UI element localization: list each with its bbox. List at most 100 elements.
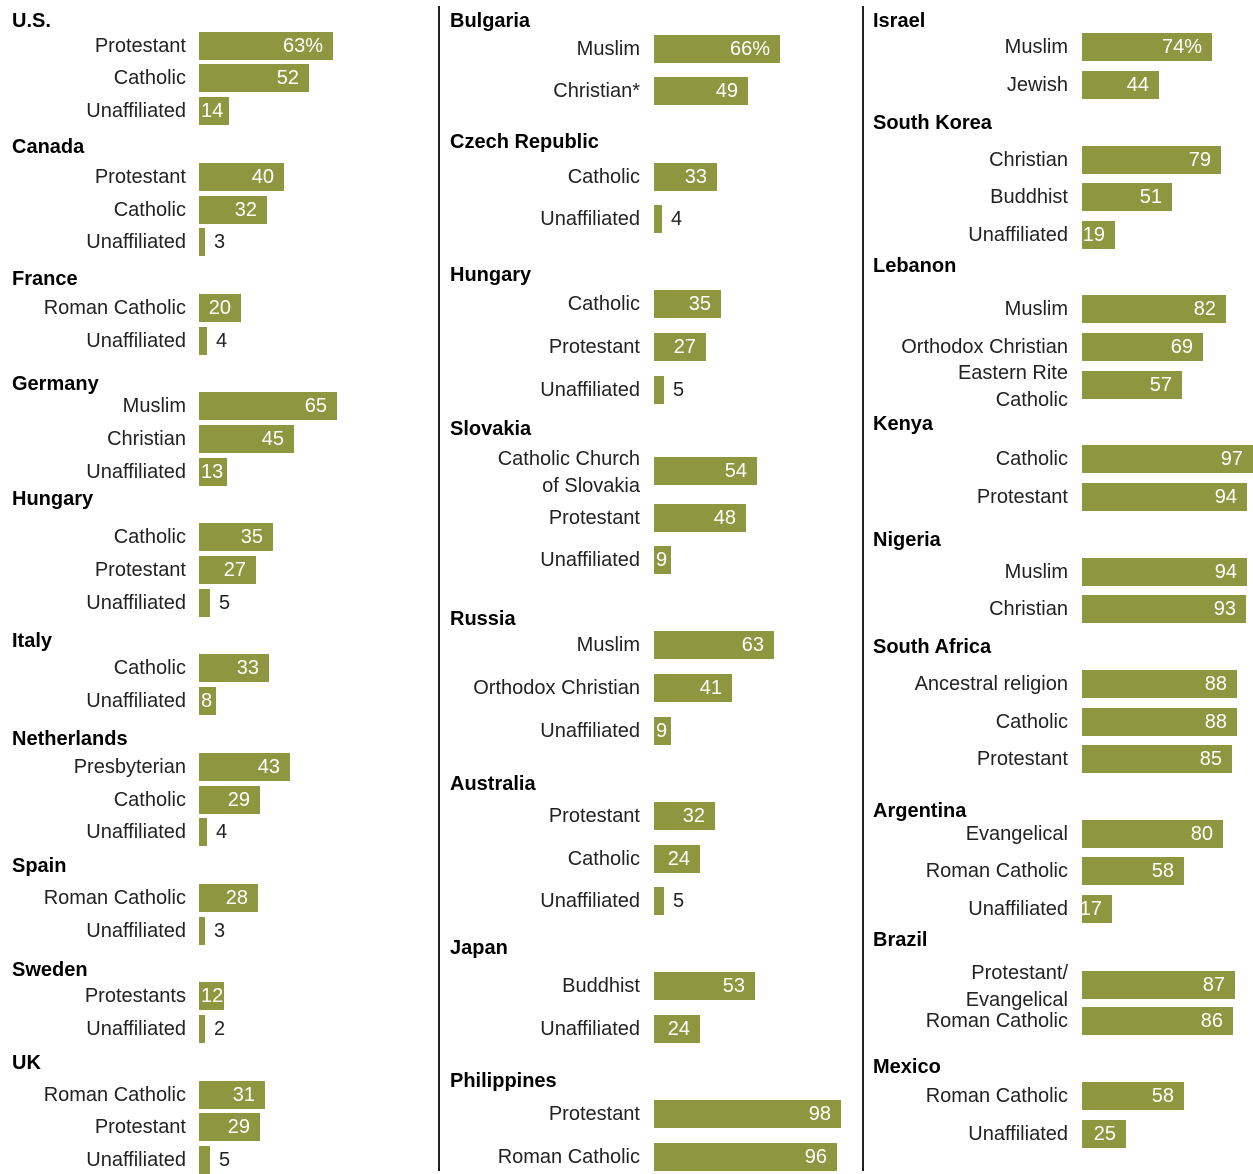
data-label: 88 bbox=[1204, 673, 1227, 695]
category-label: Muslim bbox=[1004, 36, 1068, 58]
bar bbox=[1082, 820, 1223, 848]
category-label: Christian* bbox=[553, 80, 640, 102]
data-label: 27 bbox=[673, 336, 696, 358]
bar bbox=[1082, 895, 1112, 923]
bar bbox=[654, 504, 746, 532]
bar bbox=[654, 333, 706, 361]
country-heading-japan: Japan bbox=[450, 937, 508, 959]
category-label: Roman Catholic bbox=[925, 1010, 1068, 1032]
category-label: Unaffiliated bbox=[540, 208, 640, 230]
bar bbox=[199, 523, 273, 551]
data-label: 4 bbox=[216, 821, 228, 843]
bar bbox=[199, 786, 260, 814]
category-label: Unaffiliated bbox=[86, 1149, 186, 1171]
bar bbox=[654, 1100, 841, 1128]
bar bbox=[654, 717, 671, 745]
category-label: Unaffiliated bbox=[540, 1018, 640, 1040]
bar bbox=[654, 77, 748, 105]
data-label: 96 bbox=[804, 1146, 827, 1168]
bar bbox=[199, 163, 284, 191]
data-label: 82 bbox=[1193, 298, 1216, 320]
category-label: Unaffiliated bbox=[86, 100, 186, 122]
data-label: 53 bbox=[722, 975, 745, 997]
bar bbox=[199, 1015, 205, 1043]
country-heading-czech-republic: Czech Republic bbox=[450, 131, 599, 153]
category-label: Protestant bbox=[94, 559, 186, 581]
category-label: Catholic bbox=[567, 293, 640, 315]
country-heading-sweden: Sweden bbox=[12, 959, 88, 981]
data-label: 24 bbox=[667, 848, 690, 870]
data-label: 58 bbox=[1151, 1085, 1174, 1107]
bar bbox=[654, 35, 780, 63]
country-heading-south-africa: South Africa bbox=[873, 636, 992, 658]
data-label: 66% bbox=[729, 38, 770, 60]
data-label: 44 bbox=[1126, 74, 1149, 96]
category-label: Roman Catholic bbox=[925, 860, 1068, 882]
category-label: Protestant bbox=[548, 336, 640, 358]
bar bbox=[654, 546, 671, 574]
bar bbox=[199, 818, 207, 846]
category-label: Catholic bbox=[113, 67, 186, 89]
data-label: 9 bbox=[656, 720, 668, 742]
category-label: Christian bbox=[989, 598, 1068, 620]
bar bbox=[199, 1146, 210, 1174]
data-label: 93 bbox=[1213, 598, 1236, 620]
bar bbox=[1082, 483, 1247, 511]
category-label: Protestant/Evangelical bbox=[965, 962, 1068, 1011]
data-label: 32 bbox=[234, 199, 257, 221]
category-label: Protestant bbox=[548, 805, 640, 827]
column-divider bbox=[862, 6, 864, 1171]
data-label: 58 bbox=[1151, 860, 1174, 882]
category-label: Unaffiliated bbox=[86, 592, 186, 614]
bar bbox=[654, 887, 664, 915]
category-label: Orthodox Christian bbox=[901, 336, 1068, 358]
category-label: Unaffiliated bbox=[86, 821, 186, 843]
data-label: 3 bbox=[214, 920, 226, 942]
category-label: Unaffiliated bbox=[86, 231, 186, 253]
data-label: 31 bbox=[232, 1084, 255, 1106]
category-label: Unaffiliated bbox=[540, 890, 640, 912]
data-label: 14 bbox=[201, 100, 224, 122]
category-label: Unaffiliated bbox=[86, 461, 186, 483]
data-label: 35 bbox=[240, 526, 263, 548]
data-label: 98 bbox=[808, 1103, 831, 1125]
bar bbox=[1082, 333, 1203, 361]
data-label: 9 bbox=[656, 549, 668, 571]
category-label: Roman Catholic bbox=[43, 887, 186, 909]
data-label: 29 bbox=[227, 1116, 250, 1138]
category-label: Catholic bbox=[113, 789, 186, 811]
bar bbox=[1082, 595, 1246, 623]
data-label: 5 bbox=[673, 890, 685, 912]
category-label: Unaffiliated bbox=[540, 720, 640, 742]
bar bbox=[1082, 71, 1159, 99]
bar bbox=[199, 884, 258, 912]
bar bbox=[199, 654, 269, 682]
data-label: 35 bbox=[688, 293, 711, 315]
bar bbox=[1082, 183, 1172, 211]
data-label: 41 bbox=[699, 677, 722, 699]
category-label: Unaffiliated bbox=[86, 690, 186, 712]
bar bbox=[199, 294, 241, 322]
bar bbox=[199, 327, 207, 355]
data-label: 40 bbox=[251, 166, 274, 188]
country-heading-lebanon: Lebanon bbox=[873, 255, 957, 277]
bar bbox=[199, 753, 290, 781]
bar bbox=[199, 458, 227, 486]
bar bbox=[654, 1143, 837, 1171]
bar bbox=[199, 64, 309, 92]
category-label: Ancestral religion bbox=[914, 673, 1068, 695]
category-label: Catholic bbox=[995, 448, 1068, 470]
category-label: Presbyterian bbox=[73, 756, 186, 778]
category-label: Buddhist bbox=[990, 186, 1068, 208]
bar bbox=[1082, 146, 1221, 174]
bar bbox=[1082, 971, 1235, 999]
bar bbox=[1082, 745, 1232, 773]
country-heading-hungary: Hungary bbox=[450, 264, 532, 286]
category-label: Orthodox Christian bbox=[473, 677, 640, 699]
bar bbox=[654, 674, 732, 702]
category-label: Catholic bbox=[567, 848, 640, 870]
bar bbox=[654, 205, 662, 233]
category-label: Catholic bbox=[113, 199, 186, 221]
category-label: Protestant bbox=[94, 166, 186, 188]
category-label: Catholic Church of Slovakia bbox=[497, 448, 640, 497]
